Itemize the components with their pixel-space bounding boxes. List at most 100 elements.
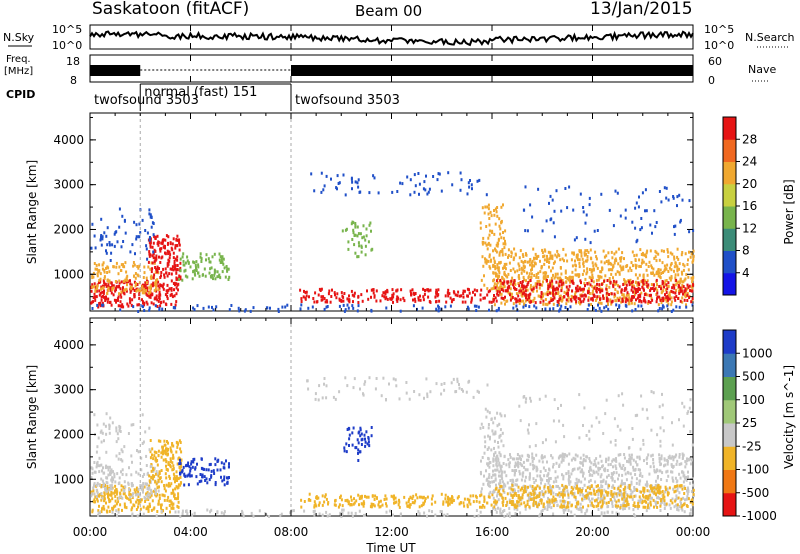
pixel xyxy=(681,470,683,473)
pixel xyxy=(618,499,620,502)
pixel xyxy=(325,396,327,399)
pixel xyxy=(499,493,501,496)
pixel xyxy=(120,304,122,307)
pixel xyxy=(660,269,662,272)
pixel xyxy=(130,454,132,457)
pixel xyxy=(594,251,596,254)
pixel xyxy=(151,470,153,473)
pixel xyxy=(161,494,163,497)
pixel xyxy=(565,306,567,309)
pixel xyxy=(309,499,311,502)
pixel xyxy=(101,244,103,247)
pixel xyxy=(545,272,547,275)
pixel xyxy=(690,300,692,303)
pixel xyxy=(108,427,110,430)
pixel xyxy=(549,308,551,311)
pixel xyxy=(636,288,638,291)
pixel xyxy=(123,490,125,493)
pixel xyxy=(320,289,322,292)
pixel xyxy=(675,477,677,480)
pixel xyxy=(191,460,193,463)
pixel xyxy=(115,429,117,432)
pixel xyxy=(357,309,359,312)
pixel xyxy=(514,465,516,468)
pixel xyxy=(357,448,359,451)
pixel xyxy=(489,224,491,227)
pixel xyxy=(552,199,554,202)
pixel xyxy=(102,480,104,483)
pixel xyxy=(576,290,578,293)
pixel xyxy=(583,210,585,213)
pixel xyxy=(368,496,370,499)
pixel xyxy=(476,289,478,292)
pixel xyxy=(103,286,105,289)
pixel xyxy=(643,274,645,277)
pixel xyxy=(165,465,167,468)
pixel xyxy=(674,500,676,503)
pixel xyxy=(527,468,529,471)
pixel xyxy=(447,496,449,499)
pixel xyxy=(281,306,283,309)
pixel xyxy=(348,307,350,310)
pixel xyxy=(651,283,653,286)
pixel xyxy=(591,474,593,477)
pixel xyxy=(176,470,178,473)
pixel xyxy=(553,296,555,299)
pixel xyxy=(177,497,179,500)
pixel xyxy=(226,482,228,485)
pixel xyxy=(409,193,411,196)
pixel xyxy=(615,190,617,193)
pixel xyxy=(601,473,603,476)
pixel xyxy=(619,285,621,288)
pixel xyxy=(560,267,562,270)
pixel xyxy=(510,280,512,283)
pixel xyxy=(523,501,525,504)
pixel xyxy=(496,215,498,218)
pixel xyxy=(609,277,611,280)
pixel xyxy=(661,393,663,396)
pixel xyxy=(525,401,527,404)
pixel xyxy=(109,241,111,244)
pixel xyxy=(509,453,511,456)
pixel xyxy=(452,499,454,502)
pixel xyxy=(629,456,631,459)
station-title: Saskatoon (fitACF) xyxy=(92,0,249,19)
pixel xyxy=(510,269,512,272)
pixel xyxy=(108,469,110,472)
pixel xyxy=(660,287,662,290)
pixel xyxy=(543,503,545,506)
pixel xyxy=(493,501,495,504)
pixel xyxy=(572,492,574,495)
pixel xyxy=(624,507,626,510)
pixel xyxy=(560,404,562,407)
pixel xyxy=(150,476,152,479)
pixel xyxy=(330,178,332,181)
pixel xyxy=(671,253,673,256)
pixel xyxy=(690,256,692,259)
pixel xyxy=(565,302,567,305)
pixel xyxy=(359,495,361,498)
pixel xyxy=(137,506,139,509)
pixel xyxy=(531,216,533,219)
pixel xyxy=(188,483,190,486)
pixel xyxy=(101,441,103,444)
pixel xyxy=(623,257,625,260)
pixel xyxy=(562,282,564,285)
pixel xyxy=(358,503,360,506)
pixel xyxy=(160,271,162,274)
pixel xyxy=(313,189,315,192)
pixel xyxy=(514,504,516,507)
pixel xyxy=(345,308,347,311)
pixel xyxy=(507,481,509,484)
pixel xyxy=(521,479,523,482)
pixel xyxy=(357,438,359,441)
pixel xyxy=(584,278,586,281)
pixel xyxy=(226,268,228,271)
pixel xyxy=(615,492,617,495)
pixel xyxy=(525,279,527,282)
nsky-top-tick: 10^5 xyxy=(52,23,82,36)
pixel xyxy=(351,304,353,307)
pixel xyxy=(357,494,359,497)
pixel xyxy=(516,464,518,467)
pixel xyxy=(585,489,587,492)
